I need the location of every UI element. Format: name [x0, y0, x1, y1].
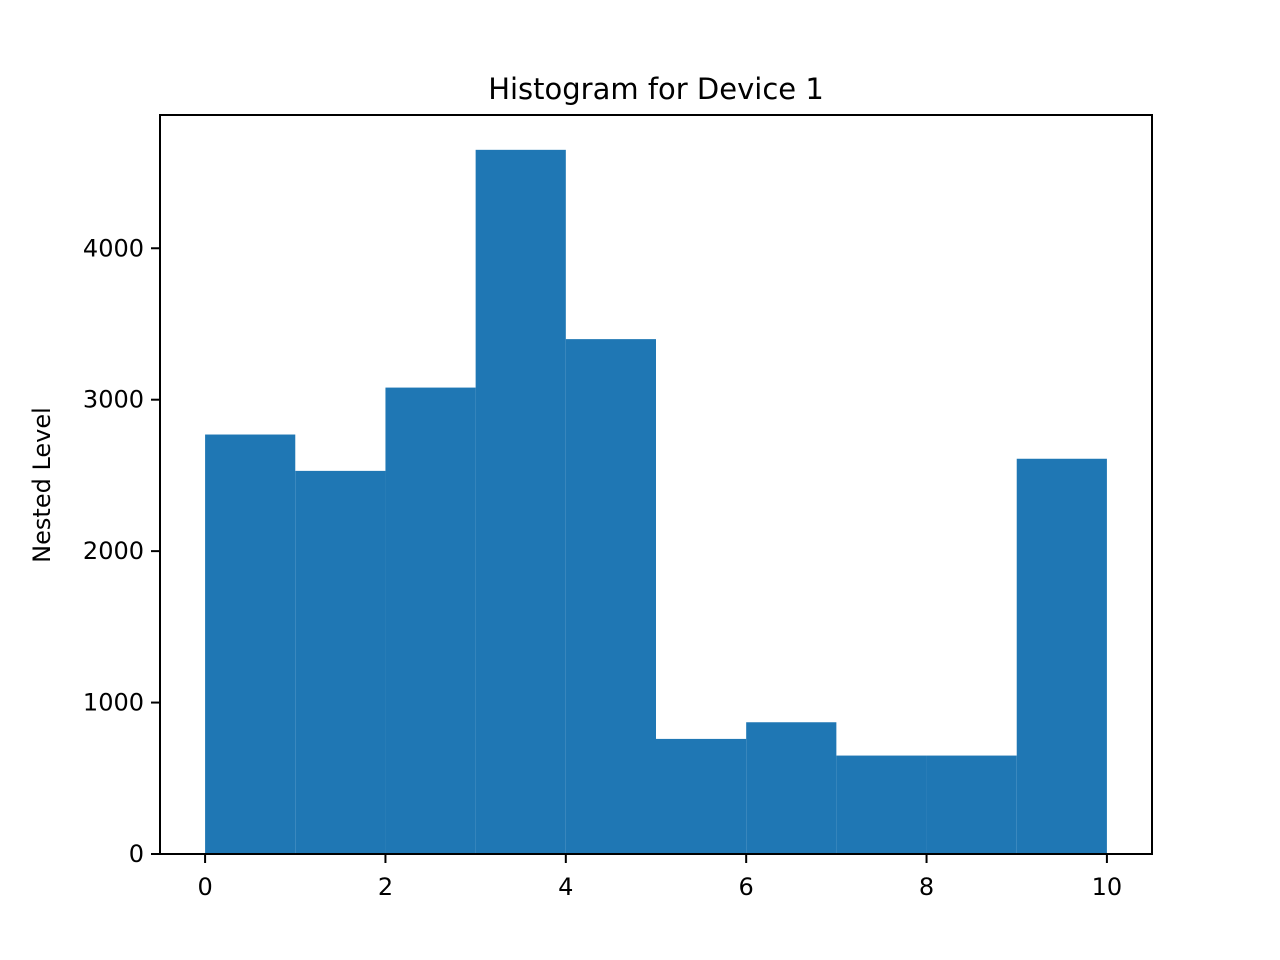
histogram-bar-1 — [295, 470, 386, 854]
x-tick-label-0: 0 — [197, 873, 212, 901]
y-tick-label-4: 4000 — [83, 234, 144, 262]
x-tick-label-1: 2 — [378, 873, 393, 901]
histogram-bar-7 — [836, 755, 927, 854]
x-tick-label-5: 10 — [1092, 873, 1123, 901]
y-axis-label: Nested Level — [28, 407, 56, 563]
x-tick-label-2: 4 — [558, 873, 573, 901]
histogram-bar-3 — [475, 149, 566, 854]
x-tick-label-3: 6 — [739, 873, 754, 901]
histogram-bar-2 — [385, 387, 476, 854]
bars-group — [205, 149, 1107, 855]
histogram-bar-9 — [1016, 458, 1107, 854]
histogram-bar-0 — [205, 434, 296, 854]
plot-frame — [159, 114, 1153, 855]
y-tick-label-2: 2000 — [83, 537, 144, 565]
y-tick-label-3: 3000 — [83, 386, 144, 414]
histogram-bar-6 — [746, 722, 837, 854]
histogram-bar-4 — [565, 339, 656, 855]
y-tick-label-1: 1000 — [83, 689, 144, 717]
x-tick-label-4: 8 — [919, 873, 934, 901]
x-ticks-group: 0 2 4 6 8 10 — [197, 854, 1122, 901]
chart-title: Histogram for Device 1 — [488, 72, 824, 106]
histogram-bar-5 — [656, 738, 747, 854]
y-tick-label-0: 0 — [129, 840, 144, 868]
y-ticks-group: 0 1000 2000 3000 4000 — [83, 234, 160, 868]
histogram-bar-8 — [926, 755, 1017, 854]
